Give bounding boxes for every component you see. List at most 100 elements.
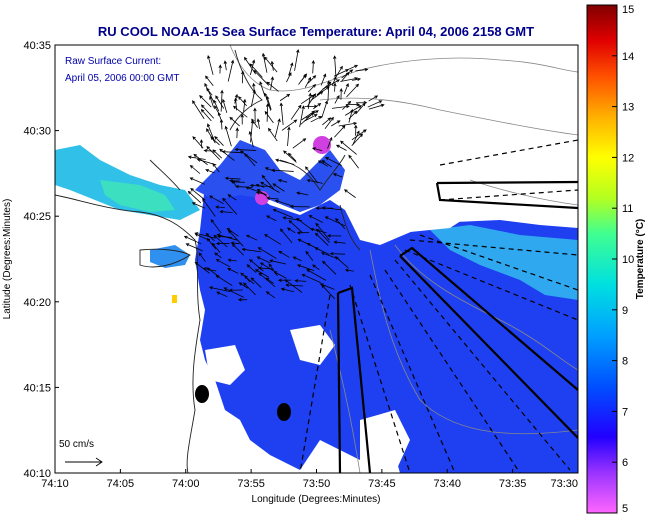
current-vector (266, 196, 279, 200)
current-vector (227, 194, 237, 201)
current-vector (315, 222, 330, 241)
current-vector (296, 264, 315, 271)
current-vector (286, 72, 292, 83)
current-vector (253, 107, 257, 124)
current-vector (277, 179, 288, 183)
current-vector (334, 95, 340, 104)
current-vector (306, 178, 323, 184)
current-vector (324, 216, 346, 227)
current-vector (296, 231, 310, 235)
current-vector (340, 140, 357, 155)
current-vector (224, 125, 232, 147)
current-vector (198, 252, 206, 262)
current-vector (284, 279, 303, 293)
current-vector (234, 147, 257, 152)
current-vector (288, 219, 303, 234)
current-vector (250, 277, 262, 288)
current-vector (239, 150, 258, 164)
colorbar-tick-label: 11 (622, 203, 633, 215)
current-vector (345, 105, 362, 116)
colorbar-tick-label: 10 (622, 254, 634, 266)
current-vector (266, 215, 277, 222)
current-vector (245, 234, 258, 241)
current-vector (287, 152, 297, 162)
ocean-cyan-patch-south (150, 245, 190, 268)
station-marker-1 (195, 385, 209, 403)
colorbar-tick-label: 6 (622, 457, 628, 469)
x-tick-label: 73:30 (550, 478, 578, 490)
current-vector (351, 129, 367, 141)
current-vector (272, 208, 293, 218)
current-vector (241, 247, 262, 253)
current-vector (215, 95, 225, 109)
current-vector (368, 103, 385, 110)
current-vector (355, 102, 366, 115)
station-marker-2 (277, 403, 291, 421)
map-plot-area (55, 45, 578, 473)
current-vector (270, 76, 274, 90)
current-vector (331, 120, 341, 127)
current-vector (264, 167, 276, 172)
y-tick-label: 40:30 (23, 126, 51, 138)
current-vector (303, 114, 318, 122)
current-vector (264, 92, 272, 111)
current-vector (241, 70, 245, 84)
cloud-gap-2 (360, 410, 410, 473)
current-vector (282, 216, 302, 222)
current-vector (322, 117, 332, 126)
current-vector (338, 121, 358, 127)
current-vector (252, 82, 256, 95)
current-annotation-line2: April 05, 2006 00:00 GMT (65, 73, 180, 84)
current-vector (185, 243, 203, 252)
x-tick-label: 73:40 (433, 478, 461, 490)
current-vector (259, 262, 274, 271)
current-vector (278, 250, 290, 258)
current-vector (234, 93, 239, 104)
current-vector (226, 227, 239, 237)
current-vector (324, 116, 334, 130)
current-vector (279, 102, 284, 125)
current-vector (214, 252, 222, 259)
cloud-gap-3 (205, 345, 245, 385)
x-tick-label: 74:00 (172, 478, 200, 490)
current-vector (265, 291, 275, 299)
colorbar-tick-label: 12 (622, 152, 634, 164)
shipping-lanes (299, 139, 578, 473)
y-tick-label: 40:15 (23, 382, 51, 394)
current-vector (189, 177, 205, 185)
current-vector (285, 283, 303, 287)
current-vector (292, 256, 302, 262)
current-vector (221, 150, 243, 154)
current-vector (249, 59, 256, 76)
current-vector (351, 133, 364, 147)
colorbar-tick-label: 14 (622, 51, 634, 63)
current-vector (301, 273, 321, 284)
current-vector (311, 59, 316, 74)
current-vector (229, 179, 240, 183)
current-vector (305, 166, 319, 184)
current-vector (288, 62, 294, 76)
current-vector (216, 291, 228, 298)
current-vector (292, 138, 307, 149)
current-vector (265, 277, 274, 284)
current-vector (206, 128, 216, 144)
current-vector (304, 76, 312, 88)
colorbar: 15 14 13 12 11 10 9 8 7 6 5 Temperature (°C) (586, 4, 646, 515)
current-vector (189, 165, 201, 174)
current-vector (355, 68, 369, 72)
current-vector (314, 247, 330, 255)
current-vector (205, 232, 215, 242)
current-vector (327, 234, 342, 238)
current-vector (334, 125, 346, 138)
current-vector (222, 197, 238, 215)
map-title: RU COOL NOAA-15 Sea Surface Temperature:… (98, 24, 534, 39)
current-vector (232, 105, 248, 118)
current-vector (329, 251, 346, 256)
current-vector (196, 158, 217, 166)
current-vector (316, 228, 330, 243)
coastline (55, 49, 361, 473)
y-axis-label: Latitude (Degrees:Minutes) (2, 199, 13, 320)
current-vector (304, 104, 318, 109)
current-vector (348, 154, 359, 169)
